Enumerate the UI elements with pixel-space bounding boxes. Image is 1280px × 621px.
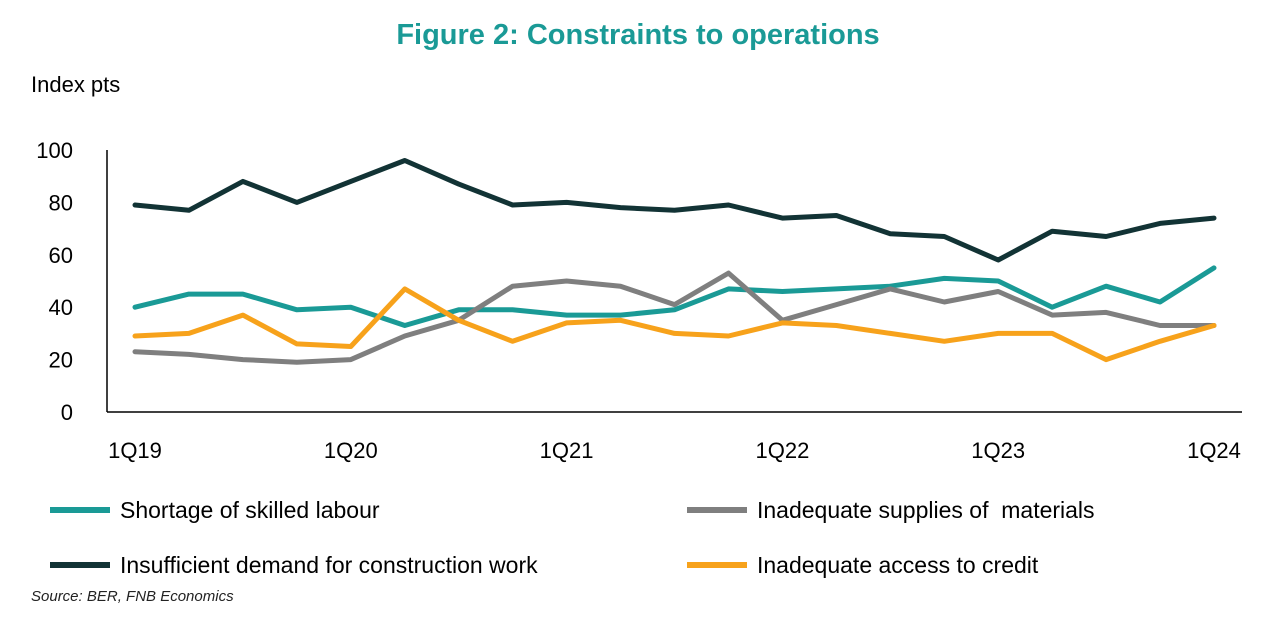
x-tick-label: 1Q20 <box>324 438 378 463</box>
series-line-1 <box>132 270 1217 365</box>
y-tick-label: 20 <box>49 348 73 373</box>
x-tick-label: 1Q22 <box>755 438 809 463</box>
y-tick-label: 40 <box>49 295 73 320</box>
x-tick-label: 1Q24 <box>1187 438 1241 463</box>
x-tick-label: 1Q19 <box>108 438 162 463</box>
y-tick-label: 60 <box>49 243 73 268</box>
series-line-2 <box>132 158 1217 263</box>
chart-title: Figure 2: Constraints to operations <box>396 19 879 51</box>
x-tick-label: 1Q23 <box>971 438 1025 463</box>
y-axis-ticks: 0 20 40 60 80 100 <box>36 138 73 425</box>
series-lines <box>132 158 1217 365</box>
x-axis-ticks: 1Q19 1Q20 1Q21 1Q22 1Q23 1Q24 <box>108 438 1241 463</box>
x-tick-label: 1Q21 <box>540 438 594 463</box>
series-line-3 <box>132 286 1217 363</box>
y-tick-label: 80 <box>49 190 73 215</box>
legend-label: Inadequate supplies of materials <box>757 497 1095 523</box>
legend-label: Insufficient demand for construction wor… <box>120 552 538 578</box>
legend-label: Inadequate access to credit <box>757 552 1039 578</box>
series-line-0 <box>132 265 1217 328</box>
y-tick-label: 100 <box>36 138 73 163</box>
y-tick-label: 0 <box>61 400 73 425</box>
source-note: Source: BER, FNB Economics <box>31 588 234 605</box>
legend-label: Shortage of skilled labour <box>120 497 380 523</box>
legend: Shortage of skilled labour Inadequate sup… <box>50 497 1095 578</box>
y-axis-label: Index pts <box>31 72 120 97</box>
